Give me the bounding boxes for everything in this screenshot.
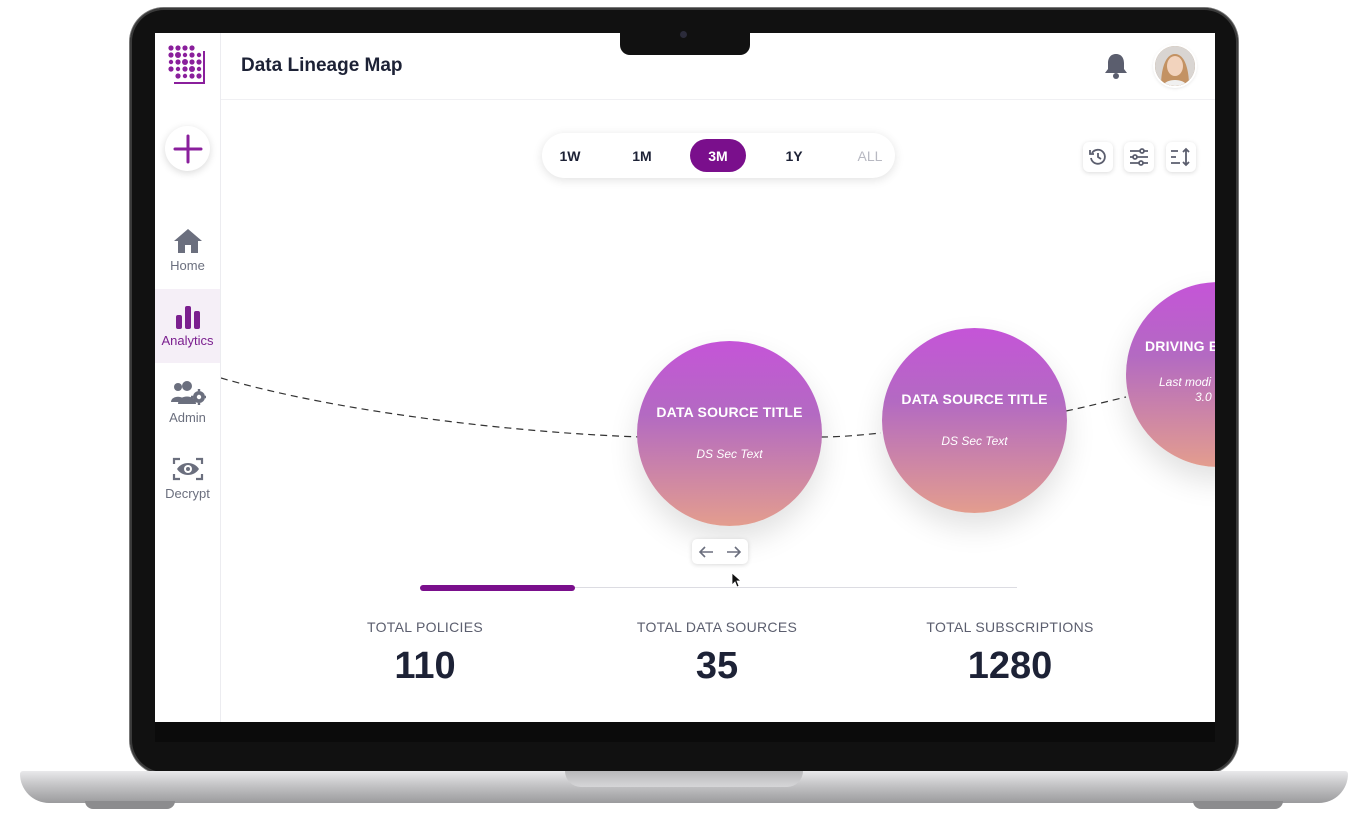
sidebar-item-analytics[interactable]: Analytics bbox=[155, 289, 220, 363]
app-screen: Home Analytics Admin bbox=[155, 33, 1215, 722]
range-1m-button[interactable]: 1M bbox=[632, 147, 652, 164]
carousel-progress[interactable] bbox=[420, 585, 575, 591]
node-title: DATA SOURCE TITLE bbox=[901, 391, 1048, 407]
sort-button[interactable] bbox=[1166, 142, 1196, 172]
stat-total-policies: TOTAL POLICIES 110 bbox=[305, 619, 545, 688]
laptop-foot bbox=[1193, 801, 1283, 809]
filter-button[interactable] bbox=[1124, 142, 1154, 172]
add-button[interactable] bbox=[165, 126, 210, 171]
screen-bezel bbox=[155, 722, 1215, 742]
logo-icon[interactable] bbox=[166, 43, 210, 87]
camera-notch bbox=[620, 33, 750, 55]
range-all-button[interactable]: ALL bbox=[857, 147, 883, 164]
notification-bell-icon[interactable] bbox=[1103, 52, 1129, 85]
node-subtitle-2: 3.0 bbox=[1195, 390, 1212, 404]
history-button[interactable] bbox=[1083, 142, 1113, 172]
node-subtitle: Last modi bbox=[1159, 375, 1212, 389]
sidebar-item-label: Analytics bbox=[161, 332, 214, 348]
arrow-left-icon[interactable] bbox=[698, 545, 714, 559]
node-subtitle: DS Sec Text bbox=[696, 447, 763, 461]
stat-value: 35 bbox=[695, 645, 739, 687]
laptop-foot bbox=[85, 801, 175, 809]
node-title: DATA SOURCE TITLE bbox=[656, 404, 803, 420]
laptop-base-notch bbox=[565, 771, 803, 787]
stat-label: TOTAL SUBSCRIPTIONS bbox=[926, 619, 1094, 635]
carousel-track[interactable] bbox=[420, 587, 1017, 588]
sidebar-item-home[interactable]: Home bbox=[155, 213, 220, 287]
bar-chart-icon bbox=[175, 305, 200, 329]
stat-total-data-sources: TOTAL DATA SOURCES 35 bbox=[597, 619, 837, 688]
camera-icon bbox=[680, 31, 687, 38]
sliders-icon bbox=[1130, 148, 1148, 166]
range-1w-button[interactable]: 1W bbox=[559, 147, 581, 164]
history-icon bbox=[1089, 148, 1106, 165]
stat-label: TOTAL POLICIES bbox=[367, 619, 483, 635]
avatar[interactable] bbox=[1155, 46, 1195, 86]
stat-total-subscriptions: TOTAL SUBSCRIPTIONS 1280 bbox=[890, 619, 1130, 688]
sidebar-item-decrypt[interactable]: Decrypt bbox=[155, 441, 220, 515]
stat-value: 1280 bbox=[967, 645, 1053, 687]
plus-icon bbox=[173, 134, 202, 163]
mouse-cursor-icon bbox=[731, 572, 743, 588]
lineage-node[interactable]: DATA SOURCE TITLE DS Sec Text bbox=[882, 328, 1067, 513]
home-icon bbox=[173, 228, 202, 253]
arrow-right-icon[interactable] bbox=[726, 545, 742, 559]
sidebar-item-label: Home bbox=[170, 257, 205, 273]
carousel-arrows bbox=[692, 539, 748, 564]
sidebar-item-label: Admin bbox=[169, 409, 206, 425]
sort-icon bbox=[1171, 147, 1190, 167]
node-subtitle: DS Sec Text bbox=[941, 434, 1008, 448]
time-range-selector: 1W 1M 3M 1Y ALL bbox=[542, 133, 895, 178]
node-title: DRIVING B bbox=[1145, 338, 1215, 354]
lineage-node[interactable]: DATA SOURCE TITLE DS Sec Text bbox=[637, 341, 822, 526]
sidebar-item-admin[interactable]: Admin bbox=[155, 365, 220, 439]
sidebar: Home Analytics Admin bbox=[155, 33, 221, 722]
users-gear-icon bbox=[170, 380, 206, 405]
range-1y-button[interactable]: 1Y bbox=[785, 147, 803, 164]
range-3m-button[interactable]: 3M bbox=[690, 139, 746, 172]
top-header: Data Lineage Map bbox=[221, 33, 1215, 100]
stat-value: 110 bbox=[394, 645, 456, 687]
page-title: Data Lineage Map bbox=[241, 55, 403, 76]
sidebar-item-label: Decrypt bbox=[165, 485, 210, 501]
eye-scan-icon bbox=[172, 457, 203, 480]
stat-label: TOTAL DATA SOURCES bbox=[636, 619, 798, 635]
lineage-connector bbox=[221, 377, 1127, 438]
